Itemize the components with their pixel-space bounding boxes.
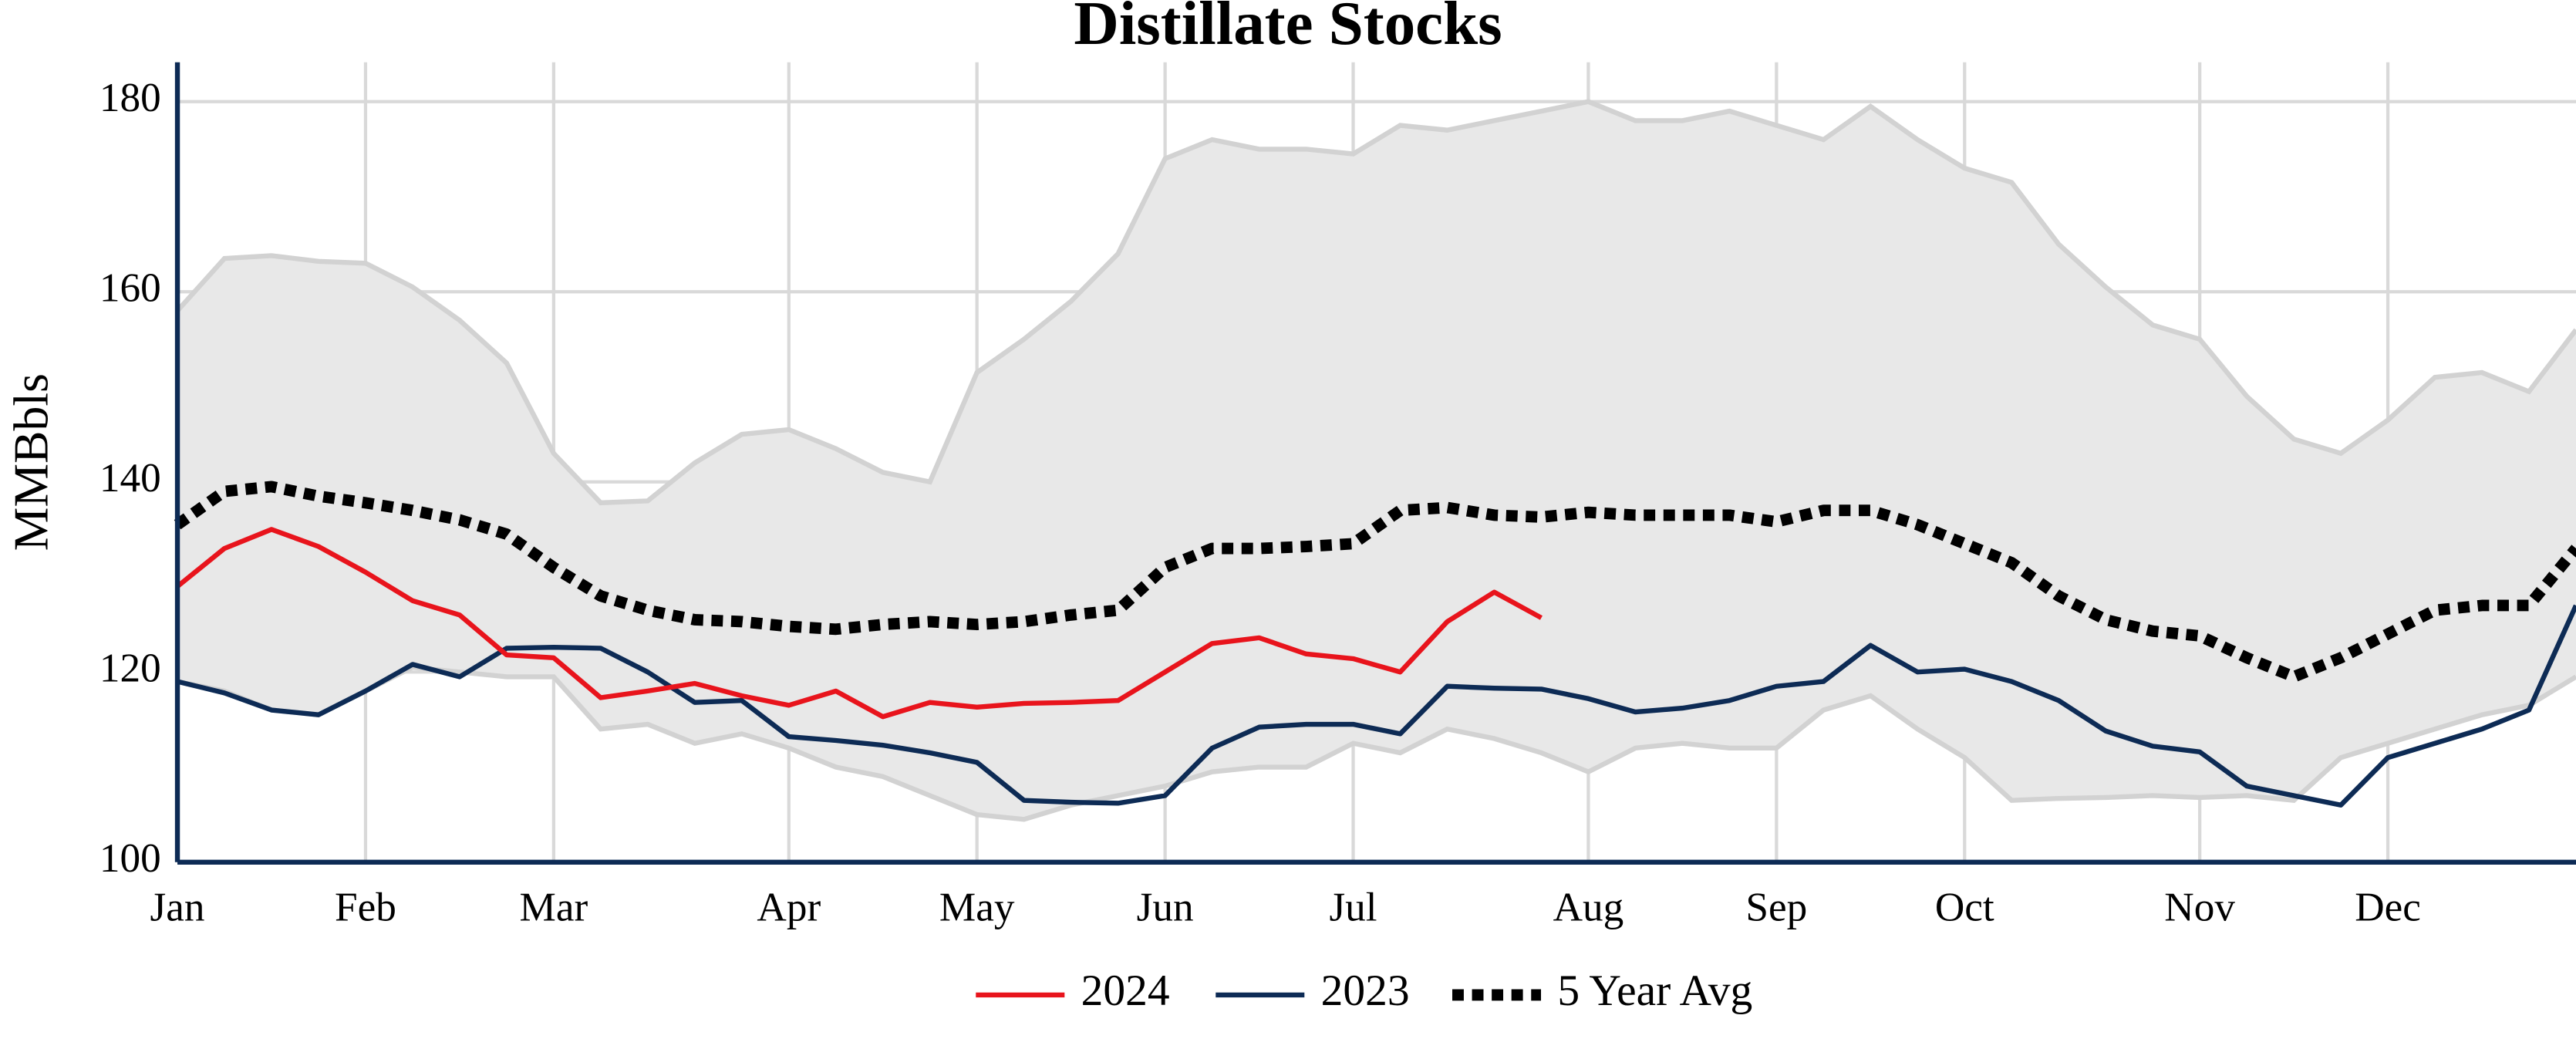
x-tick-label: Aug: [1553, 885, 1624, 930]
x-tick-label: Jun: [1137, 885, 1194, 930]
x-tick-label: Dec: [2355, 885, 2421, 930]
x-tick-label: Oct: [1935, 885, 1994, 930]
range-area: [177, 101, 2576, 820]
y-tick-label: 180: [99, 75, 161, 120]
y-axis-label: MMBbls: [3, 373, 58, 551]
y-tick-label: 120: [99, 645, 161, 690]
series-line: [176, 527, 1543, 720]
y-tick-label: 100: [99, 835, 161, 881]
y-tick-label: 140: [99, 455, 161, 501]
range-max-line: [175, 99, 2576, 506]
range-min-line: [177, 664, 2576, 822]
y-tick-label: 160: [99, 265, 161, 310]
x-tick-label: May: [939, 885, 1015, 930]
series-line: [174, 481, 2576, 683]
x-tick-label: Apr: [757, 885, 821, 930]
legend-label: 2024: [1081, 966, 1170, 1015]
x-tick-label: Sep: [1745, 885, 1807, 930]
x-tick-label: Jan: [150, 885, 205, 930]
legend-label: 2023: [1321, 966, 1410, 1015]
x-tick-label: Jul: [1329, 885, 1377, 930]
x-tick-label: Feb: [335, 885, 396, 930]
series-line: [177, 604, 2576, 808]
x-tick-label: Nov: [2164, 885, 2235, 930]
x-tick-label: Mar: [520, 885, 588, 930]
legend-label: 5 Year Avg: [1557, 966, 1752, 1015]
chart-title: Distillate Stocks: [1074, 0, 1502, 58]
